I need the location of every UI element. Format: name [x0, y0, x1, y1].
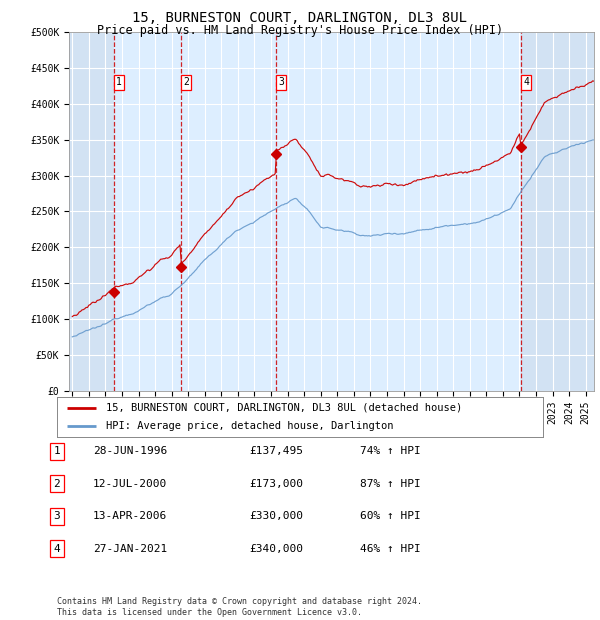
Text: 3: 3 [53, 512, 61, 521]
Text: 2: 2 [53, 479, 61, 489]
Text: 4: 4 [53, 544, 61, 554]
Text: 12-JUL-2000: 12-JUL-2000 [93, 479, 167, 489]
Text: 60% ↑ HPI: 60% ↑ HPI [360, 512, 421, 521]
Text: £330,000: £330,000 [249, 512, 303, 521]
Bar [69, 32, 113, 391]
Bar [521, 32, 594, 391]
Text: 4: 4 [523, 78, 529, 87]
Text: 27-JAN-2021: 27-JAN-2021 [93, 544, 167, 554]
Bar [69, 32, 113, 391]
Text: 3: 3 [278, 78, 284, 87]
Text: 46% ↑ HPI: 46% ↑ HPI [360, 544, 421, 554]
Text: HPI: Average price, detached house, Darlington: HPI: Average price, detached house, Darl… [106, 421, 393, 432]
Text: 1: 1 [116, 78, 122, 87]
Text: 87% ↑ HPI: 87% ↑ HPI [360, 479, 421, 489]
Text: 15, BURNESTON COURT, DARLINGTON, DL3 8UL: 15, BURNESTON COURT, DARLINGTON, DL3 8UL [133, 11, 467, 25]
Bar [521, 32, 594, 391]
Text: 1: 1 [53, 446, 61, 456]
Text: £173,000: £173,000 [249, 479, 303, 489]
Text: Contains HM Land Registry data © Crown copyright and database right 2024.
This d: Contains HM Land Registry data © Crown c… [57, 598, 422, 617]
Text: 2: 2 [183, 78, 189, 87]
Text: 13-APR-2006: 13-APR-2006 [93, 512, 167, 521]
Text: Price paid vs. HM Land Registry's House Price Index (HPI): Price paid vs. HM Land Registry's House … [97, 24, 503, 37]
Text: £340,000: £340,000 [249, 544, 303, 554]
Text: 28-JUN-1996: 28-JUN-1996 [93, 446, 167, 456]
Text: 74% ↑ HPI: 74% ↑ HPI [360, 446, 421, 456]
Text: 15, BURNESTON COURT, DARLINGTON, DL3 8UL (detached house): 15, BURNESTON COURT, DARLINGTON, DL3 8UL… [106, 402, 462, 413]
Text: £137,495: £137,495 [249, 446, 303, 456]
